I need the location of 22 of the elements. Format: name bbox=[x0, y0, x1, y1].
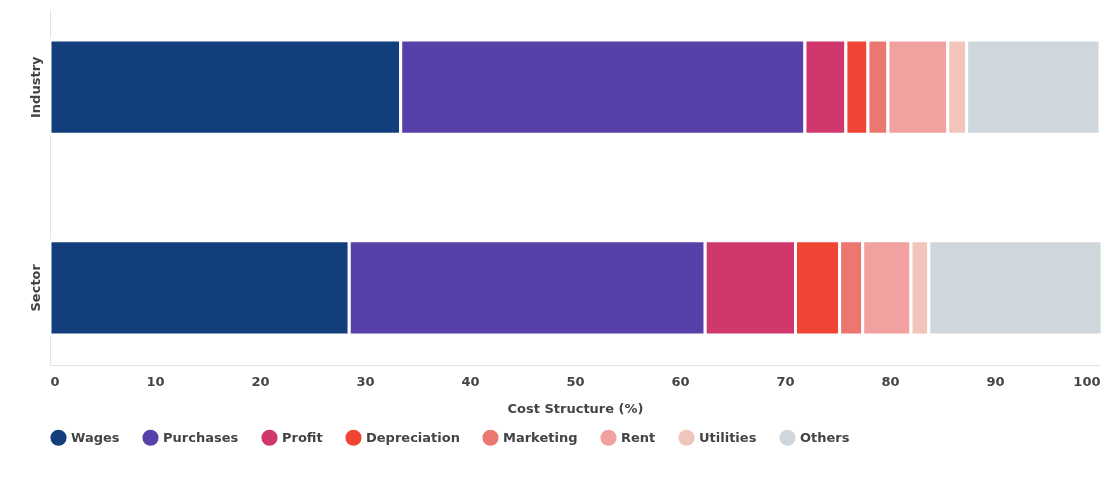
legend-label: Profit bbox=[282, 429, 323, 445]
legend-label: Purchases bbox=[163, 429, 239, 445]
x-tick-label: 50 bbox=[566, 373, 585, 389]
legend-label: Depreciation bbox=[366, 429, 460, 445]
legend-label: Wages bbox=[71, 429, 120, 445]
x-tick-label: 90 bbox=[986, 373, 1005, 389]
x-tick-label: 100 bbox=[1073, 373, 1101, 389]
legend-label: Marketing bbox=[503, 429, 578, 445]
x-tick-label: 20 bbox=[251, 373, 270, 389]
legend-label: Utilities bbox=[699, 429, 757, 445]
x-tick-label: 10 bbox=[146, 373, 165, 389]
legend-label: Others bbox=[800, 429, 850, 445]
x-tick-label: 80 bbox=[881, 373, 900, 389]
y-tick-label: Sector bbox=[27, 263, 43, 312]
y-tick-label: Industry bbox=[27, 55, 43, 118]
x-tick-label: 40 bbox=[461, 373, 480, 389]
x-axis-title: Cost Structure (%) bbox=[507, 400, 644, 416]
x-tick-label: 0 bbox=[50, 373, 60, 389]
x-tick-label: 60 bbox=[671, 373, 690, 389]
legend-label: Rent bbox=[621, 429, 656, 445]
x-tick-label: 70 bbox=[776, 373, 795, 389]
x-tick-label: 30 bbox=[356, 373, 375, 389]
